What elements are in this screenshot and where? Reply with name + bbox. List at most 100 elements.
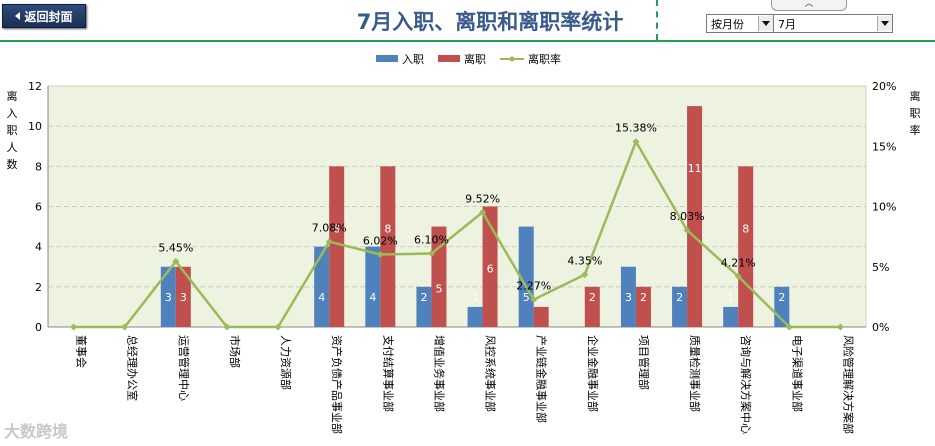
bar-label-hire: 1 (727, 291, 734, 304)
x-tick-label: 电子渠道事业部 (790, 335, 804, 412)
rate-point (530, 296, 538, 304)
legend-label-hire: 入职 (402, 53, 424, 66)
rate-point (427, 249, 435, 257)
rate-point (479, 208, 487, 216)
y2-axis-title: 职 (910, 107, 921, 120)
x-tick-label: 增值业务事业部 (432, 335, 446, 412)
filter-mode-value: 按月份 (711, 17, 744, 31)
rate-point (785, 323, 793, 331)
x-tick-label: 人力资源部 (279, 335, 293, 390)
y2-axis-title: 离 (910, 89, 921, 103)
rate-point (376, 250, 384, 258)
month-value: 7月 (778, 17, 796, 31)
bar-hire (365, 246, 381, 327)
legend-swatch-hire (376, 55, 398, 62)
y2-tick-label: 15% (872, 140, 896, 153)
y-tick-label: 10 (28, 120, 42, 133)
legend-marker-rate (509, 56, 515, 62)
bar-leave (738, 166, 754, 327)
bar-hire (160, 266, 176, 327)
x-tick-label: 董事会 (75, 335, 88, 368)
rate-point (683, 226, 691, 234)
legend-label-leave: 离职 (464, 52, 486, 66)
month-select[interactable]: 7月 (773, 14, 893, 33)
rate-line (73, 138, 841, 329)
bar-label-hire: 3 (165, 291, 172, 304)
chevron-down-icon (758, 16, 773, 31)
rate-label: 2.27% (516, 280, 551, 293)
bar-hire (672, 286, 688, 327)
bar-label-leave: 3 (180, 291, 187, 304)
y-axis-title: 人 (7, 141, 18, 154)
bar-hire (518, 226, 534, 327)
bar-label-leave: 11 (688, 162, 702, 175)
filter-mode-select[interactable]: 按月份 (706, 14, 774, 33)
y-tick-label: 4 (35, 241, 42, 254)
x-tick-label: 风险管理解决方案部 (841, 335, 855, 434)
bar-label-hire: 1 (472, 291, 479, 304)
bar-label-hire: 4 (369, 291, 376, 304)
bar-label-hire: 4 (318, 291, 325, 304)
x-tick-label: 质量检测事业部 (688, 335, 702, 412)
bar-leave (329, 166, 345, 327)
x-tick-label: 产业链金融事业部 (535, 335, 549, 423)
chevron-down-icon (877, 16, 892, 31)
x-tick-label: 市场部 (228, 335, 242, 368)
bar-leave (687, 106, 703, 327)
rate-label: 4.35% (567, 255, 602, 268)
y-tick-label: 8 (35, 160, 42, 173)
rate-point (325, 238, 333, 246)
x-tick-label: 项目管理部 (637, 335, 651, 390)
legend-swatch-leave (438, 55, 460, 62)
back-arrow-icon (15, 12, 21, 20)
bar-label-hire: 2 (676, 291, 683, 304)
y-tick-label: 6 (35, 201, 42, 214)
bar-leave (533, 306, 549, 327)
y-axis-title: 离 (7, 89, 18, 103)
rate-point (121, 323, 129, 331)
y2-tick-label: 0% (872, 321, 889, 334)
chevron-up-icon: ︿ (804, 0, 814, 9)
rate-label: 4.21% (721, 256, 756, 269)
rate-point (581, 271, 589, 279)
x-tick-label: 资产负债产品事业部 (330, 335, 344, 434)
back-button-label: 返回封面 (24, 9, 73, 24)
y-axis-title: 数 (7, 158, 18, 171)
bar-label-leave: 5 (435, 283, 442, 296)
bar-leave (635, 286, 651, 327)
bar-label-leave: 8 (384, 222, 391, 235)
y2-tick-label: 5% (872, 261, 889, 274)
rate-label: 9.52% (465, 192, 500, 205)
x-tick-label: 总经理办公室 (126, 335, 140, 401)
bar-hire (314, 246, 330, 327)
bar-hire (620, 266, 636, 327)
rate-label: 5.45% (158, 241, 193, 254)
back-to-cover-button[interactable]: 返回封面 (2, 4, 86, 28)
bar-hire (467, 306, 483, 327)
bar-label-leave: 6 (487, 263, 494, 276)
rate-point (734, 272, 742, 280)
header-separator (0, 40, 935, 42)
rate-point (172, 257, 180, 265)
y2-tick-label: 20% (872, 80, 896, 93)
bar-hire (416, 286, 432, 327)
bar-leave (380, 166, 396, 327)
bar-label-hire: 5 (523, 291, 530, 304)
bar-label-hire: 3 (625, 291, 632, 304)
legend-label-rate: 离职率 (528, 52, 561, 66)
bar-hire (723, 306, 739, 327)
bar-leave (482, 206, 498, 327)
x-tick-label: 咨询与解决方案中心 (739, 335, 753, 434)
x-tick-label: 支付结算事业部 (381, 335, 395, 412)
rate-label: 8.03% (670, 210, 705, 223)
rate-point (836, 323, 844, 331)
collapse-ribbon-button[interactable]: ︿ (771, 0, 847, 11)
y2-tick-label: 10% (872, 201, 896, 214)
watermark-logo: 大数跨境 (4, 422, 69, 441)
page-title: 7月入职、离职和离职率统计 (356, 10, 624, 34)
rate-point (274, 323, 282, 331)
rate-label: 7.08% (312, 222, 347, 235)
y-tick-label: 2 (35, 281, 42, 294)
y-tick-label: 12 (28, 80, 42, 93)
